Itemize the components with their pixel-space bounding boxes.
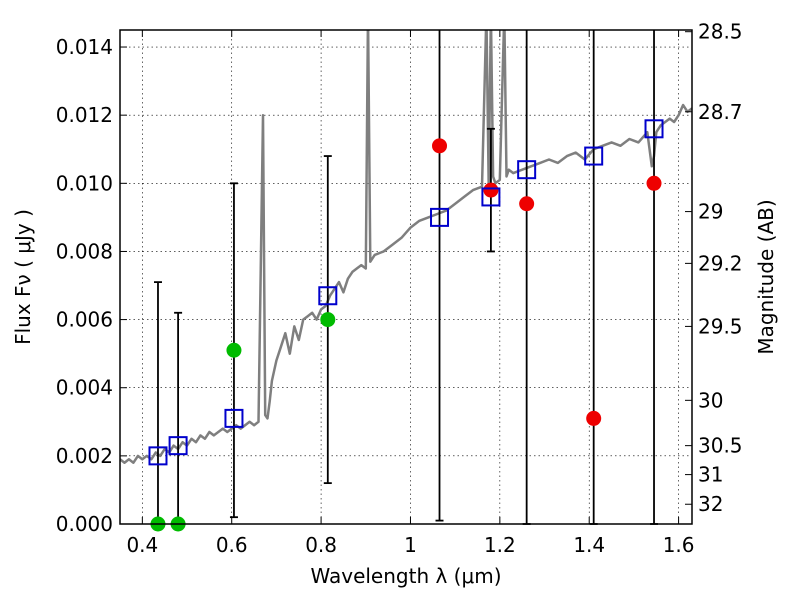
x-tick-label: 1 bbox=[404, 533, 417, 557]
x-tick-label: 0.6 bbox=[216, 533, 248, 557]
x-tick-label: 1.4 bbox=[573, 533, 605, 557]
x-tick-label: 1.2 bbox=[484, 533, 516, 557]
right-tick-label: 30 bbox=[698, 388, 723, 412]
observed-point bbox=[646, 175, 662, 191]
observed-point bbox=[483, 182, 499, 198]
right-tick-label: 29.2 bbox=[698, 251, 743, 275]
model-photometry-point bbox=[430, 207, 450, 227]
observed-point bbox=[586, 410, 602, 426]
model-photometry-point bbox=[224, 408, 244, 428]
axis-ticks: 0.4 0.6 0.8 1 1.2 1.4 1.6 0.000 0.002 0.004 0.006 0… bbox=[56, 20, 743, 557]
model-photometry-point bbox=[584, 146, 604, 166]
right-tick-label: 32 bbox=[698, 492, 723, 516]
right-tick-label: 29 bbox=[698, 200, 723, 224]
right-tick-label: 29.5 bbox=[698, 314, 743, 338]
y-tick-label: 0.008 bbox=[56, 239, 113, 263]
y-axis-label: Flux Fν ( μJy ) bbox=[11, 209, 35, 345]
model-sed-line bbox=[120, 30, 692, 464]
y-tick-label: 0.014 bbox=[56, 35, 113, 59]
grid-lines bbox=[120, 30, 692, 525]
plot-frame bbox=[119, 29, 693, 525]
y-tick-label: 0.004 bbox=[56, 376, 113, 400]
data-layer bbox=[120, 30, 692, 532]
observed-point bbox=[226, 342, 242, 358]
right-tick-label: 28.7 bbox=[698, 100, 743, 124]
model-photometry-point bbox=[168, 436, 188, 456]
observed-point bbox=[519, 196, 535, 212]
x-axis-label: Wavelength λ (μm) bbox=[310, 564, 501, 588]
x-tick-label: 0.4 bbox=[126, 533, 158, 557]
model-photometry-point bbox=[148, 446, 168, 466]
right-tick-label: 28.5 bbox=[698, 20, 743, 44]
clipped-series bbox=[120, 30, 692, 464]
right-tick-label: 30.5 bbox=[698, 434, 743, 458]
y-axis-right-label: Magnitude (AB) bbox=[754, 199, 778, 354]
y-tick-label: 0.006 bbox=[56, 308, 113, 332]
model-photometry-point bbox=[644, 119, 664, 139]
y-tick-label: 0.002 bbox=[56, 444, 113, 468]
observed-point bbox=[432, 138, 448, 154]
y-tick-label: 0.010 bbox=[56, 171, 113, 195]
model-photometry-point bbox=[481, 187, 501, 207]
x-tick-label: 1.6 bbox=[663, 533, 695, 557]
y-tick-label: 0.012 bbox=[56, 103, 113, 127]
y-tick-label: 0.000 bbox=[56, 512, 113, 536]
model-photometry-point bbox=[318, 286, 338, 306]
right-tick-label: 31 bbox=[698, 463, 723, 487]
observed-point bbox=[320, 312, 336, 328]
model-photometry-point bbox=[517, 160, 537, 180]
x-tick-label: 0.8 bbox=[305, 533, 337, 557]
